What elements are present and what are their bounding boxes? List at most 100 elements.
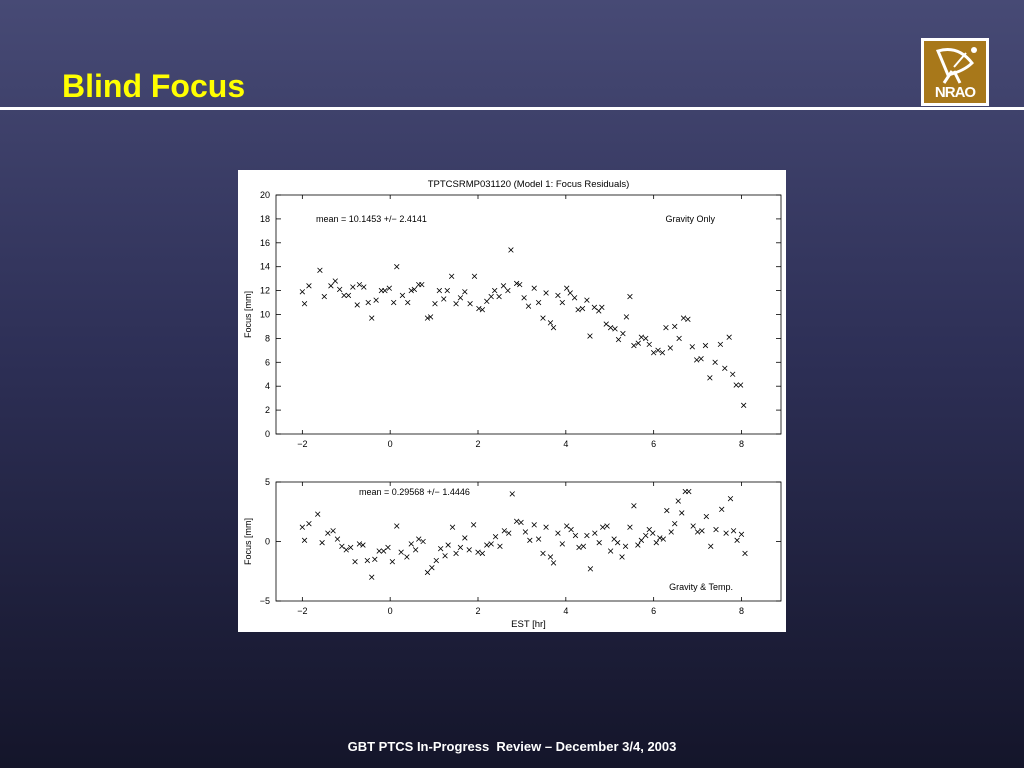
data-point	[737, 382, 744, 388]
logo-text: NRAO	[934, 84, 976, 101]
data-point	[564, 523, 570, 529]
x-tick-label: 4	[563, 606, 568, 616]
data-point	[742, 550, 748, 557]
data-point	[301, 301, 308, 307]
data-point	[444, 287, 450, 294]
data-point	[369, 315, 375, 321]
data-point	[336, 286, 343, 293]
data-point	[505, 287, 511, 294]
data-point	[408, 541, 414, 547]
data-point	[740, 402, 747, 409]
data-point	[599, 304, 605, 311]
data-point	[488, 541, 494, 547]
data-point	[412, 547, 419, 553]
data-point	[471, 273, 478, 279]
data-point	[559, 299, 565, 306]
data-point	[580, 543, 587, 549]
data-point	[394, 523, 400, 529]
y-tick-label: 2	[265, 405, 270, 415]
data-point	[592, 530, 598, 536]
chart-title: TPTCSRMP031120 (Model 1: Focus Residuals…	[428, 179, 630, 190]
data-point	[436, 287, 443, 294]
data-point	[492, 534, 499, 540]
data-point	[301, 537, 308, 543]
data-point	[369, 574, 375, 580]
data-point	[575, 307, 581, 313]
data-point	[398, 549, 404, 555]
data-point	[703, 513, 710, 520]
data-point	[306, 520, 312, 527]
y-axis-label: Focus [mm]	[243, 518, 253, 565]
data-point	[319, 540, 325, 546]
data-point	[373, 297, 379, 303]
x-tick-label: 6	[651, 439, 656, 449]
data-point	[600, 524, 606, 530]
data-point	[420, 538, 426, 545]
data-point	[479, 307, 486, 313]
x-tick-label: −2	[297, 606, 307, 616]
data-point	[501, 528, 508, 534]
data-point	[405, 299, 411, 306]
data-point	[672, 323, 678, 330]
data-point	[694, 529, 701, 535]
data-point	[638, 537, 645, 543]
data-point	[350, 284, 356, 290]
y-tick-label: 14	[260, 262, 270, 272]
series-label: Gravity & Temp.	[669, 582, 733, 592]
data-point	[419, 281, 425, 288]
data-point	[607, 548, 614, 554]
x-tick-label: 0	[388, 439, 393, 449]
data-point	[330, 528, 336, 534]
data-point	[614, 540, 621, 546]
plot-frame	[275, 194, 782, 435]
y-tick-label: 12	[260, 286, 270, 296]
data-point	[427, 314, 434, 320]
y-tick-label: 4	[265, 381, 270, 391]
data-point	[521, 295, 527, 301]
data-point	[650, 350, 657, 356]
data-point	[475, 549, 481, 555]
data-point	[627, 524, 633, 530]
data-point	[453, 550, 459, 557]
data-point	[646, 341, 652, 348]
data-point	[650, 530, 656, 536]
data-point	[315, 511, 321, 517]
data-point	[713, 526, 719, 533]
data-point	[730, 371, 736, 377]
data-point	[497, 543, 503, 549]
data-point	[339, 543, 345, 549]
data-point	[299, 524, 306, 530]
data-point	[576, 544, 582, 551]
data-point	[653, 540, 659, 546]
data-point	[364, 557, 371, 564]
data-point	[360, 542, 366, 548]
data-point	[531, 522, 537, 528]
slide-footer: GBT PTCS In-Progress Review – December 3…	[347, 739, 677, 754]
data-point	[492, 287, 498, 294]
data-point	[698, 356, 704, 362]
data-point	[615, 336, 622, 343]
data-point	[635, 340, 641, 346]
x-tick-label: 8	[739, 439, 744, 449]
data-point	[596, 540, 602, 546]
data-point	[623, 314, 630, 320]
data-point	[587, 566, 594, 572]
data-point	[559, 541, 565, 547]
data-point	[571, 295, 578, 301]
data-point	[535, 299, 542, 306]
data-point	[479, 550, 486, 557]
data-point	[690, 523, 696, 529]
data-point	[332, 278, 338, 284]
data-point	[643, 532, 649, 539]
data-point	[356, 541, 363, 547]
data-point	[306, 283, 312, 289]
y-tick-label: 0	[265, 429, 270, 439]
data-point	[416, 536, 422, 542]
data-point	[325, 530, 331, 536]
x-tick-label: 2	[475, 439, 480, 449]
data-point	[345, 292, 352, 299]
data-point	[712, 359, 718, 365]
data-point	[699, 528, 705, 534]
data-point	[730, 528, 737, 534]
x-tick-label: 2	[475, 606, 480, 616]
